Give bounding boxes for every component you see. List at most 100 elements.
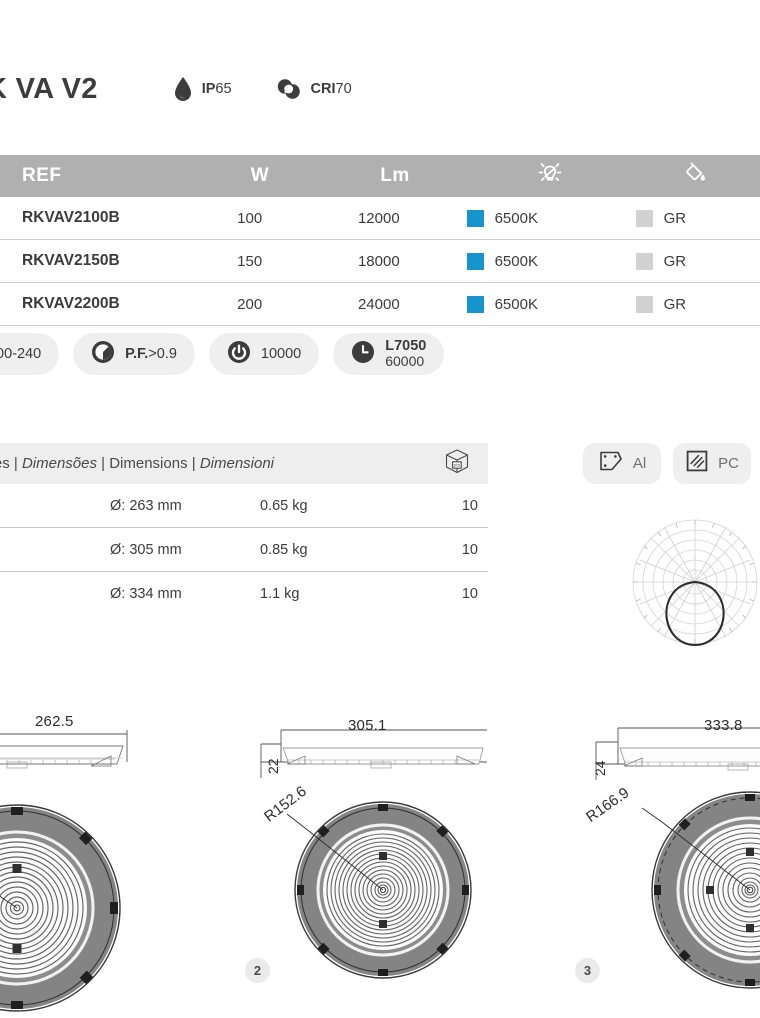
cell-quantity: 10 (461, 497, 478, 514)
finish-label: GR (663, 209, 687, 227)
cell-ref: RKVAV2150B (22, 252, 120, 269)
light-distribution-curve (665, 580, 725, 647)
photometric-polar-diagram (622, 512, 760, 660)
dimensions-row[interactable]: 9 mm Ø: 263 mm 0.65 kg 10 (0, 484, 488, 528)
aluminium-plate-icon (598, 449, 624, 478)
cri-label: CRI70 (311, 81, 352, 97)
paint-bucket-icon (680, 158, 710, 188)
cct-color-swatch (466, 252, 484, 270)
table-header-row: REF W Lm (0, 155, 760, 197)
cell-ref: RKVAV2100B (22, 209, 120, 226)
technical-drawing-3: 333.8 24 R166.9 3 (570, 700, 760, 1013)
dimensions-title-it: Dimensioni (199, 455, 275, 472)
cell-cct: 6500K (451, 209, 620, 227)
cell-watt: 200 (237, 295, 263, 313)
material-label-al: Al (632, 455, 647, 472)
material-badge-aluminium: Al (583, 443, 661, 484)
finish-color-swatch (635, 252, 653, 270)
cell-quantity: 10 (461, 541, 478, 558)
cell-finish: GR (620, 295, 760, 313)
drawing-3-number-badge: 3 (575, 958, 600, 983)
drawing-2-width-label: 305.1 (348, 717, 387, 734)
l70-hours: 60000 (385, 353, 425, 370)
finish-label: GR (663, 295, 687, 313)
product-reference-table: REF W Lm (0, 155, 760, 326)
dimensions-row[interactable]: 9 mm Ø: 305 mm 0.85 kg 10 (0, 528, 488, 572)
voltage-label: 00-240 (0, 346, 42, 362)
cell-cct: 6500K (451, 252, 620, 270)
dimensions-title: nsiones | Dimensões | Dimensions | Dimen… (0, 455, 274, 472)
table-row[interactable]: RKVAV2100B 100 12000 6500K GR (0, 197, 760, 240)
svg-text:pcs: pcs (454, 462, 461, 467)
finish-color-swatch (635, 295, 653, 313)
cct-label: 6500K (494, 252, 538, 270)
drawing-1-bottom-view (0, 804, 121, 1012)
package-box-icon: pcs (444, 448, 470, 480)
cri-circles-icon (276, 78, 302, 100)
material-label-pc: PC (718, 455, 739, 472)
polycarbonate-icon (685, 449, 709, 478)
lifetime-hours-pill: 10000 (208, 333, 320, 375)
cell-height: 9 mm (0, 498, 110, 514)
material-badge-polycarbonate: PC (673, 443, 751, 484)
drawing-3-height-label: 24 (592, 760, 608, 776)
cct-color-swatch (466, 295, 484, 313)
cell-height: 9 mm (0, 586, 110, 602)
cell-cct: 6500K (451, 295, 620, 313)
column-header-watt: W (250, 165, 270, 186)
cell-finish: GR (620, 209, 760, 227)
pf-bold: P.F. (125, 346, 149, 362)
l70-text-block: L7050 60000 (385, 338, 427, 370)
cell-diameter: Ø: 334 mm (110, 585, 182, 602)
cell-weight: 0.85 kg (260, 541, 308, 558)
column-header-ref: REF (22, 165, 62, 186)
dimensions-header: nsiones | Dimensões | Dimensions | Dimen… (0, 443, 488, 484)
product-header: K VA V2 IP65 (0, 58, 760, 120)
drawing-3-bottom-view (641, 791, 760, 989)
drawing-2-bottom-view (286, 801, 472, 979)
cct-label: 6500K (494, 209, 538, 227)
table-row[interactable]: RKVAV2150B 150 18000 6500K GR (0, 240, 760, 283)
cri-badge: CRI70 (276, 78, 352, 100)
page-title: K VA V2 (0, 72, 98, 105)
power-factor-label: P.F.>0.9 (125, 346, 177, 362)
cell-ref: RKVAV2200B (22, 295, 120, 312)
drawing-1-width-label: 262.5 (35, 713, 74, 730)
cct-label: 6500K (494, 295, 538, 313)
cell-lumen: 18000 (357, 252, 400, 270)
cell-weight: 0.65 kg (260, 497, 308, 514)
lifetime-hours-label: 10000 (260, 346, 302, 362)
cell-height: 9 mm (0, 542, 110, 558)
cri-prefix: CRI (310, 81, 336, 97)
dimensions-table: nsiones | Dimensões | Dimensions | Dimen… (0, 443, 488, 615)
ip-rating-badge: IP65 (173, 76, 232, 102)
cct-color-swatch (466, 209, 484, 227)
drawing-2-number-badge: 2 (245, 958, 270, 983)
power-factor-pill: P.F.>0.9 (73, 333, 195, 375)
electrical-spec-pills: 00-240 P.F.>0.9 10000 (0, 333, 445, 375)
finish-color-swatch (635, 209, 653, 227)
table-row[interactable]: RKVAV2200B 200 24000 6500K GR (0, 283, 760, 326)
finish-label: GR (663, 252, 687, 270)
l70-lifetime-pill: L7050 60000 (333, 333, 445, 375)
water-drop-icon (173, 76, 193, 102)
power-factor-icon (91, 340, 115, 369)
dimensions-title-en: Dimensions (109, 455, 188, 472)
technical-drawings: 262.5 (0, 700, 760, 1013)
color-temperature-icon (535, 158, 565, 188)
ip-rating-label: IP65 (202, 81, 232, 97)
l70-code: L7050 (385, 338, 427, 355)
dimensions-title-pt: Dimensões (21, 455, 97, 472)
ip-value: 65 (215, 81, 232, 97)
cell-diameter: Ø: 305 mm (110, 541, 182, 558)
cri-value: 70 (335, 81, 352, 97)
column-header-lumen: Lm (380, 165, 410, 186)
cell-finish: GR (620, 252, 760, 270)
technical-drawing-2: 305.1 22 R152.6 2 (243, 700, 493, 1013)
spec-badge-group: IP65 CRI70 (173, 76, 352, 102)
ip-prefix: IP (201, 81, 216, 97)
cell-lumen: 24000 (357, 295, 400, 313)
cell-watt: 100 (237, 209, 263, 227)
dimensions-row[interactable]: 9 mm Ø: 334 mm 1.1 kg 10 (0, 572, 488, 615)
